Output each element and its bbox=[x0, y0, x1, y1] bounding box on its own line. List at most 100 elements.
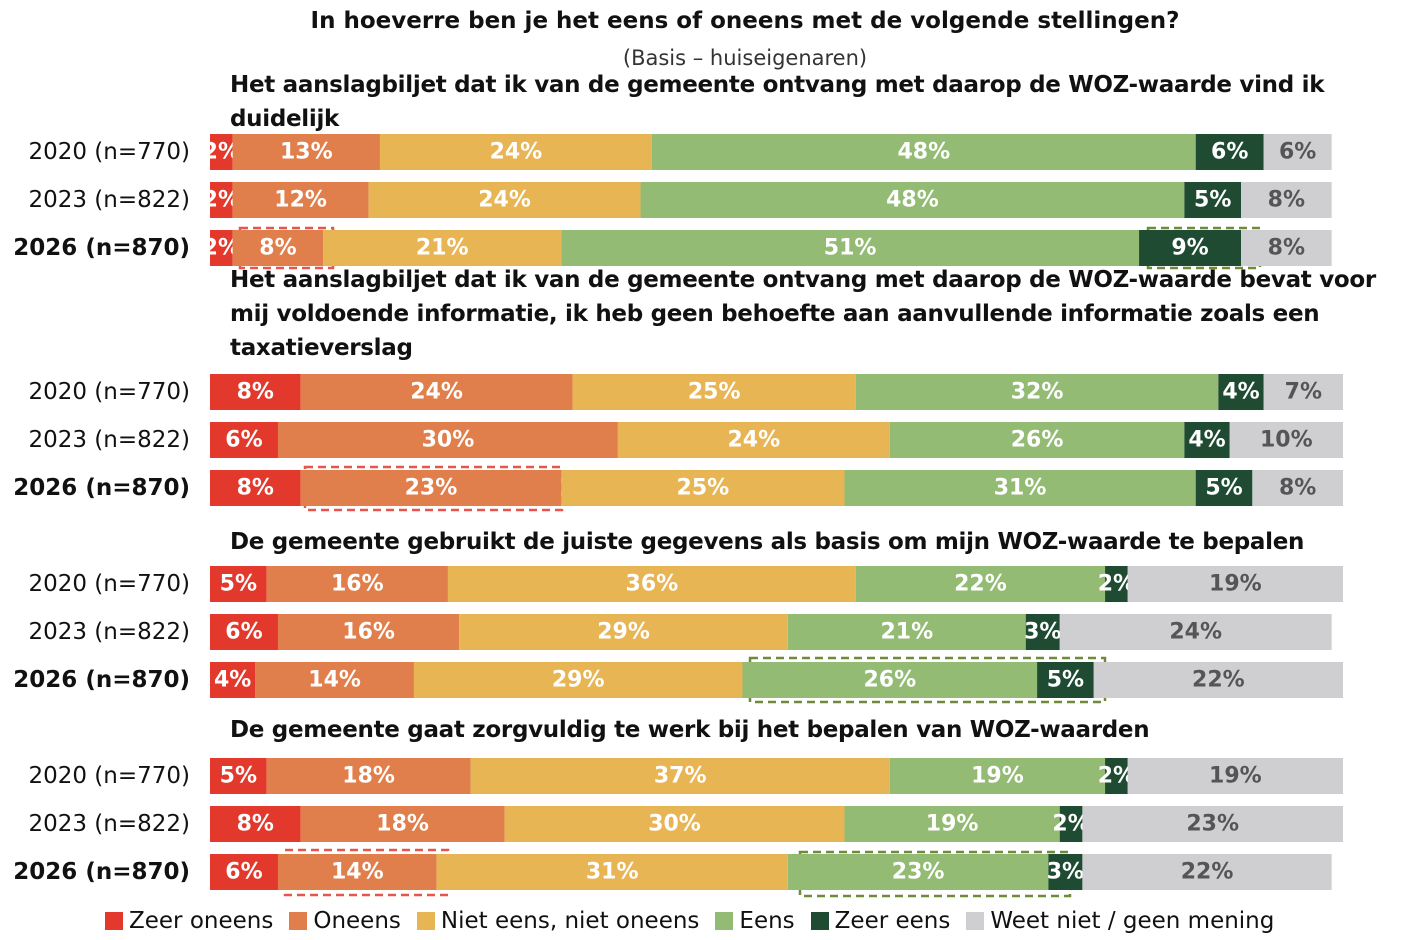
bar-segment bbox=[266, 566, 448, 602]
bar-segment bbox=[1218, 374, 1264, 410]
panel-title: De gemeente gebruikt de juiste gegevens … bbox=[230, 529, 1305, 555]
bar-segment bbox=[1229, 422, 1343, 458]
bar-segment bbox=[889, 758, 1106, 794]
value-label: 51% bbox=[824, 236, 877, 261]
value-label: 10% bbox=[1260, 428, 1313, 453]
legend-swatch bbox=[966, 912, 985, 930]
value-label: 6% bbox=[1279, 140, 1316, 165]
legend-label: Zeer eens bbox=[834, 908, 951, 934]
category-label: 2023 (n=822) bbox=[28, 811, 190, 837]
value-label: 8% bbox=[237, 476, 274, 501]
value-label: 4% bbox=[1188, 428, 1225, 453]
value-label: 8% bbox=[237, 380, 274, 405]
bar-segment bbox=[232, 134, 380, 170]
value-label: 21% bbox=[880, 620, 933, 645]
category-label: 2020 (n=770) bbox=[28, 379, 190, 405]
bar-segment bbox=[210, 470, 301, 506]
bar-segment bbox=[266, 758, 471, 794]
value-label: 5% bbox=[220, 572, 257, 597]
bar-segment bbox=[300, 470, 562, 506]
bar-segment bbox=[255, 662, 414, 698]
value-label: 14% bbox=[331, 860, 384, 885]
bar-segment bbox=[1025, 614, 1060, 650]
bar-segment bbox=[210, 134, 233, 170]
value-label: 5% bbox=[1047, 668, 1084, 693]
value-label: 22% bbox=[954, 572, 1007, 597]
legend-swatch bbox=[105, 912, 123, 930]
value-label: 3% bbox=[1024, 620, 1061, 645]
value-label: 26% bbox=[1011, 428, 1064, 453]
bar-segment bbox=[210, 182, 233, 218]
bar-segment bbox=[1082, 854, 1332, 890]
legend-item: Weet niet / geen mening bbox=[966, 908, 1274, 934]
bar-segment bbox=[277, 422, 618, 458]
bar-segment bbox=[300, 374, 573, 410]
category-label: 2020 (n=770) bbox=[28, 571, 190, 597]
bar-segment bbox=[1082, 806, 1343, 842]
bar-segment bbox=[210, 806, 301, 842]
bar-segment bbox=[1105, 566, 1128, 602]
bar-segment bbox=[210, 422, 278, 458]
bar-segment bbox=[504, 806, 845, 842]
value-label: 19% bbox=[1209, 764, 1262, 789]
legend-label: Zeer oneens bbox=[129, 908, 274, 934]
bar-segment bbox=[1037, 662, 1094, 698]
value-label: 30% bbox=[422, 428, 475, 453]
bar-segment bbox=[1241, 182, 1332, 218]
category-label: 2026 (n=870) bbox=[13, 667, 190, 693]
bar-segment bbox=[300, 806, 505, 842]
value-label: 8% bbox=[1268, 188, 1305, 213]
bar-segment bbox=[277, 614, 460, 650]
bar-segment bbox=[561, 230, 1140, 266]
category-label: 2020 (n=770) bbox=[28, 763, 190, 789]
category-label: 2026 (n=870) bbox=[13, 475, 190, 501]
value-label: 23% bbox=[892, 860, 945, 885]
bar-segment bbox=[1263, 374, 1343, 410]
value-label: 5% bbox=[220, 764, 257, 789]
value-label: 18% bbox=[376, 812, 429, 837]
bar-segment bbox=[1059, 806, 1083, 842]
highlight-box bbox=[238, 226, 335, 270]
legend-swatch bbox=[416, 912, 435, 930]
bar-segment bbox=[787, 854, 1049, 890]
legend-swatch bbox=[715, 912, 734, 930]
bar-segment bbox=[1184, 422, 1230, 458]
bar-segment bbox=[413, 662, 743, 698]
bar-segment bbox=[1139, 230, 1242, 266]
bar-segment bbox=[617, 422, 890, 458]
legend-swatch bbox=[810, 912, 829, 930]
bar-segment bbox=[1252, 470, 1343, 506]
value-label: 24% bbox=[410, 380, 463, 405]
value-label: 5% bbox=[1205, 476, 1242, 501]
panel-title: Het aanslagbiljet dat ik van de gemeente… bbox=[230, 267, 1376, 361]
bar-segment bbox=[379, 134, 652, 170]
legend-item: Eens bbox=[715, 908, 795, 934]
value-label: 24% bbox=[478, 188, 531, 213]
bar-segment bbox=[1105, 758, 1128, 794]
value-label: 8% bbox=[1268, 236, 1305, 261]
legend-label: Eens bbox=[739, 908, 795, 934]
bar-segment bbox=[1184, 182, 1242, 218]
bar-segment bbox=[368, 182, 641, 218]
value-label: 36% bbox=[626, 572, 679, 597]
value-label: 22% bbox=[1181, 860, 1234, 885]
bar-segment bbox=[855, 566, 1106, 602]
category-label: 2020 (n=770) bbox=[28, 139, 190, 165]
bar-segment bbox=[232, 182, 369, 218]
bar-segment bbox=[844, 806, 1060, 842]
bar-segment bbox=[210, 662, 256, 698]
legend-item: Oneens bbox=[289, 908, 401, 934]
bar-segment bbox=[210, 230, 233, 266]
value-label: 5% bbox=[1194, 188, 1231, 213]
value-label: 6% bbox=[225, 620, 262, 645]
value-label: 19% bbox=[926, 812, 979, 837]
value-label: 23% bbox=[405, 476, 458, 501]
value-label: 7% bbox=[1285, 380, 1322, 405]
legend-item: Niet eens, niet oneens bbox=[416, 908, 699, 934]
value-label: 14% bbox=[308, 668, 361, 693]
bar-segment bbox=[470, 758, 890, 794]
value-label: 25% bbox=[688, 380, 741, 405]
value-label: 22% bbox=[1192, 668, 1245, 693]
bar-segment bbox=[1195, 470, 1253, 506]
bar-segment bbox=[277, 854, 437, 890]
